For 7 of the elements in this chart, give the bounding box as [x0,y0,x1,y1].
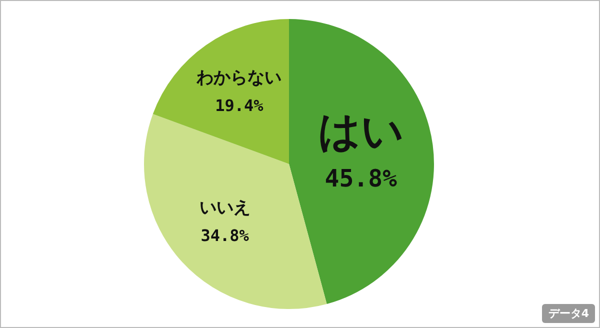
slice-label: いいえ [199,198,250,218]
text: データ4 [542,304,595,323]
data-label: 45.8% [324,164,398,193]
slice-label: わからない [196,68,282,88]
data-label: 34.8% [200,226,250,245]
data-label: 19.4% [215,96,264,115]
slice-label: はい [318,106,404,156]
